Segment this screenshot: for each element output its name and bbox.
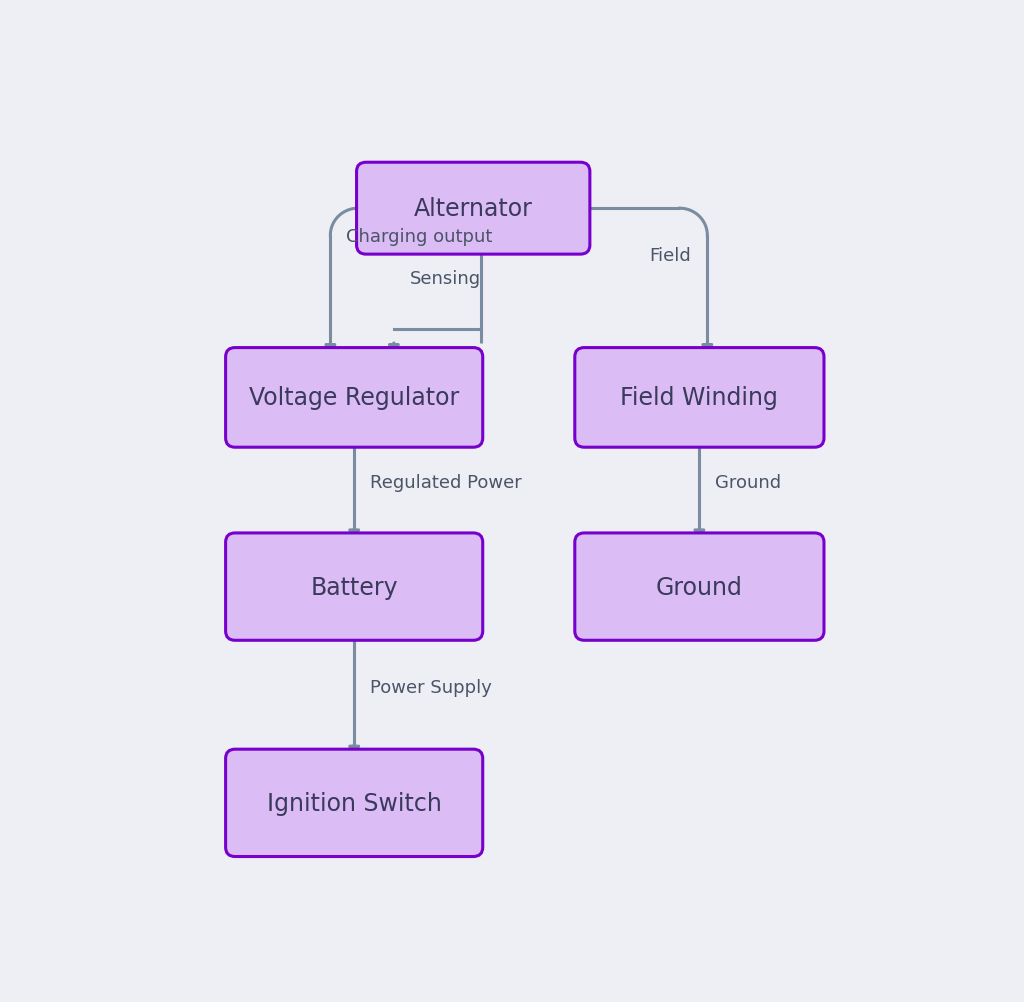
Text: Alternator: Alternator — [414, 197, 532, 221]
FancyBboxPatch shape — [225, 749, 482, 857]
Text: Ground: Ground — [656, 575, 742, 599]
FancyBboxPatch shape — [356, 163, 590, 255]
Text: Field: Field — [649, 247, 691, 266]
FancyBboxPatch shape — [574, 349, 824, 448]
FancyBboxPatch shape — [225, 533, 482, 640]
Text: Ground: Ground — [715, 474, 781, 492]
Text: Charging output: Charging output — [346, 227, 493, 245]
Text: Voltage Regulator: Voltage Regulator — [249, 386, 460, 410]
Text: Battery: Battery — [310, 575, 398, 599]
FancyBboxPatch shape — [225, 349, 482, 448]
Text: Power Supply: Power Supply — [370, 678, 492, 696]
FancyBboxPatch shape — [574, 533, 824, 640]
Text: Sensing: Sensing — [410, 270, 481, 288]
Text: Regulated Power: Regulated Power — [370, 474, 522, 492]
Text: Field Winding: Field Winding — [621, 386, 778, 410]
Text: Ignition Switch: Ignition Switch — [266, 791, 441, 815]
